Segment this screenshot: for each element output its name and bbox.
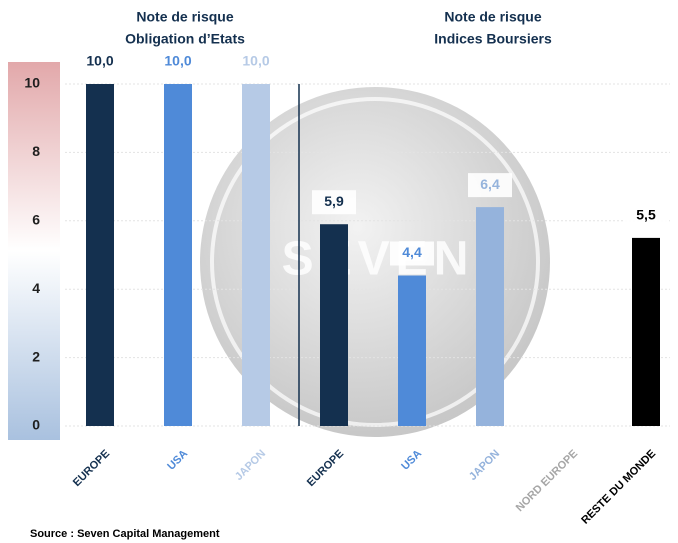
- y-tick-label: 10: [24, 75, 40, 91]
- bar: [398, 275, 426, 426]
- value-label: 10,0: [86, 53, 113, 69]
- x-tick-label: USA: [399, 448, 424, 473]
- bar: [86, 84, 114, 426]
- x-tick-label: RESTE DU MONDE: [579, 448, 658, 527]
- y-tick-label: 0: [32, 417, 40, 433]
- scale-band: [8, 62, 60, 440]
- bar: [242, 84, 270, 426]
- x-tick-label: USA: [165, 448, 190, 473]
- y-tick-label: 4: [32, 280, 40, 296]
- group-title: Note de risque: [136, 9, 233, 25]
- value-label-bg: [156, 50, 200, 74]
- value-label: 6,4: [480, 176, 500, 192]
- x-tick-label: EUROPE: [71, 448, 112, 489]
- source: Source : Seven Capital Management: [30, 528, 220, 540]
- group-title: Obligation d’Etats: [125, 31, 245, 47]
- x-tick-label: JAPON: [233, 448, 268, 483]
- bar: [632, 237, 660, 426]
- x-tick-label: EUROPE: [305, 448, 346, 489]
- value-label-bg: [468, 173, 512, 198]
- value-label: 10,0: [164, 53, 191, 69]
- value-label-bg: [78, 50, 122, 74]
- value-label-bg: [312, 190, 356, 215]
- globe-watermark: [200, 87, 550, 437]
- value-label: 4,4: [402, 244, 422, 260]
- y-tick-label: 8: [32, 143, 40, 159]
- logo-text: SEVEN: [282, 233, 475, 286]
- x-tick-label: NORD EUROPE: [514, 448, 580, 514]
- y-tick-label: 2: [32, 348, 40, 364]
- value-label-bg: [390, 241, 434, 266]
- value-label: 10,0: [242, 53, 269, 69]
- value-label: 5,5: [636, 207, 656, 223]
- value-label-bg: [234, 50, 278, 74]
- y-tick-label: 6: [32, 212, 40, 228]
- bar: [320, 224, 348, 426]
- globe-ring: [210, 97, 540, 427]
- group-title: Note de risque: [444, 9, 541, 25]
- value-label: 5,9: [324, 193, 344, 209]
- x-tick-label: JAPON: [467, 448, 502, 483]
- bar: [164, 84, 192, 426]
- bar: [476, 207, 504, 426]
- value-label-bg: [624, 203, 668, 228]
- group-title: Indices Boursiers: [434, 31, 552, 47]
